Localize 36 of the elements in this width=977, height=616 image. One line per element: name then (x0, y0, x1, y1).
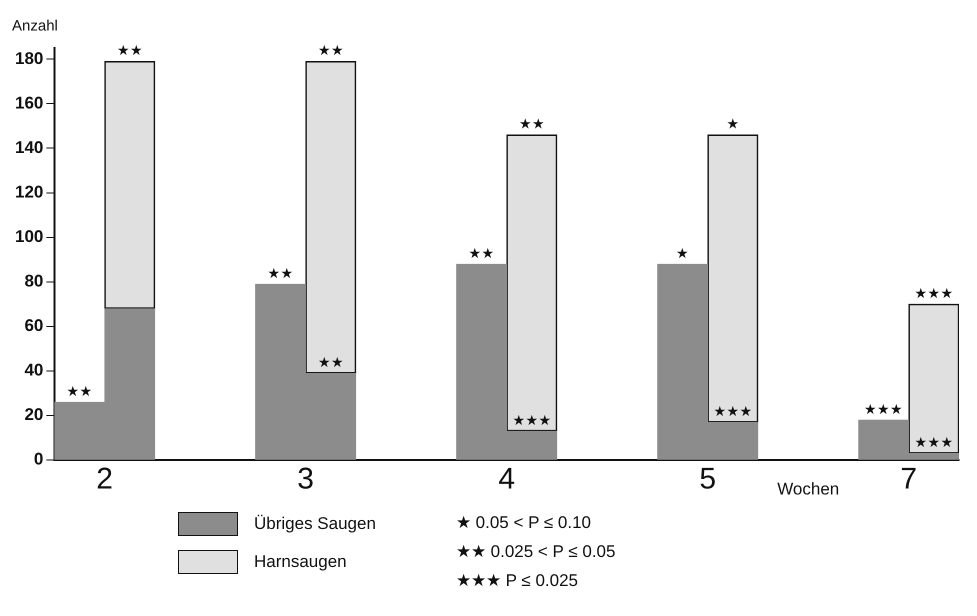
x-tick-label: 3 (297, 462, 314, 496)
y-tick-label: 140 (14, 138, 44, 157)
annotation: ★★ (318, 42, 344, 58)
annotation: ★★★ (914, 284, 954, 301)
y-tick-label: 0 (34, 450, 44, 469)
legend-label: Übriges Saugen (254, 514, 376, 534)
text: ★★★ P ≤ 0.025 (456, 570, 579, 591)
x-tick-label: 7 (900, 462, 918, 496)
x-tick-label: 5 (699, 462, 716, 496)
y-tick-label: 40 (24, 360, 44, 380)
annotation: ★★★ (864, 400, 904, 417)
annotation: ★★ (318, 354, 344, 370)
y-tick-label: 180 (14, 48, 44, 68)
annotation: ★ (726, 116, 740, 132)
x-tick-label: 2 (96, 462, 113, 496)
y-tick-label: 60 (24, 316, 44, 336)
annotation: ★★ (66, 382, 92, 399)
annotation: ★★ (116, 42, 143, 58)
annotation: ★★★ (713, 403, 752, 419)
annotation: ★★★ (914, 434, 954, 450)
y-tick-label: 20 (24, 405, 44, 424)
y-tick-label: 80 (24, 272, 44, 291)
annotation: ★★ (268, 264, 294, 281)
x-axis-title: Wochen (777, 480, 840, 499)
annotation: ★★ (468, 244, 495, 261)
y-tick-label: 100 (14, 226, 44, 246)
y-axis-title: Anzahl (12, 18, 58, 35)
y-tick-label: 160 (14, 93, 44, 112)
annotation: ★★ (518, 116, 545, 132)
text: ★★ 0.025 < P ≤ 0.05 (456, 541, 616, 562)
annotation: ★★★ (512, 412, 552, 428)
x-tick-label: 4 (498, 462, 516, 496)
text: ★ 0.05 < P ≤ 0.10 (456, 512, 592, 533)
annotation: ★ (676, 244, 690, 261)
y-tick-label: 120 (14, 182, 44, 202)
legend-label: Harnsaugen (254, 552, 347, 572)
